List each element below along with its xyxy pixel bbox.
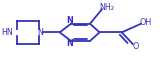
Text: N: N — [37, 28, 43, 37]
Text: N: N — [67, 16, 73, 25]
Text: N: N — [67, 39, 73, 48]
Text: OH: OH — [140, 18, 152, 27]
Text: NH₂: NH₂ — [99, 3, 114, 12]
Text: O: O — [132, 42, 139, 51]
Text: HN: HN — [1, 28, 13, 37]
